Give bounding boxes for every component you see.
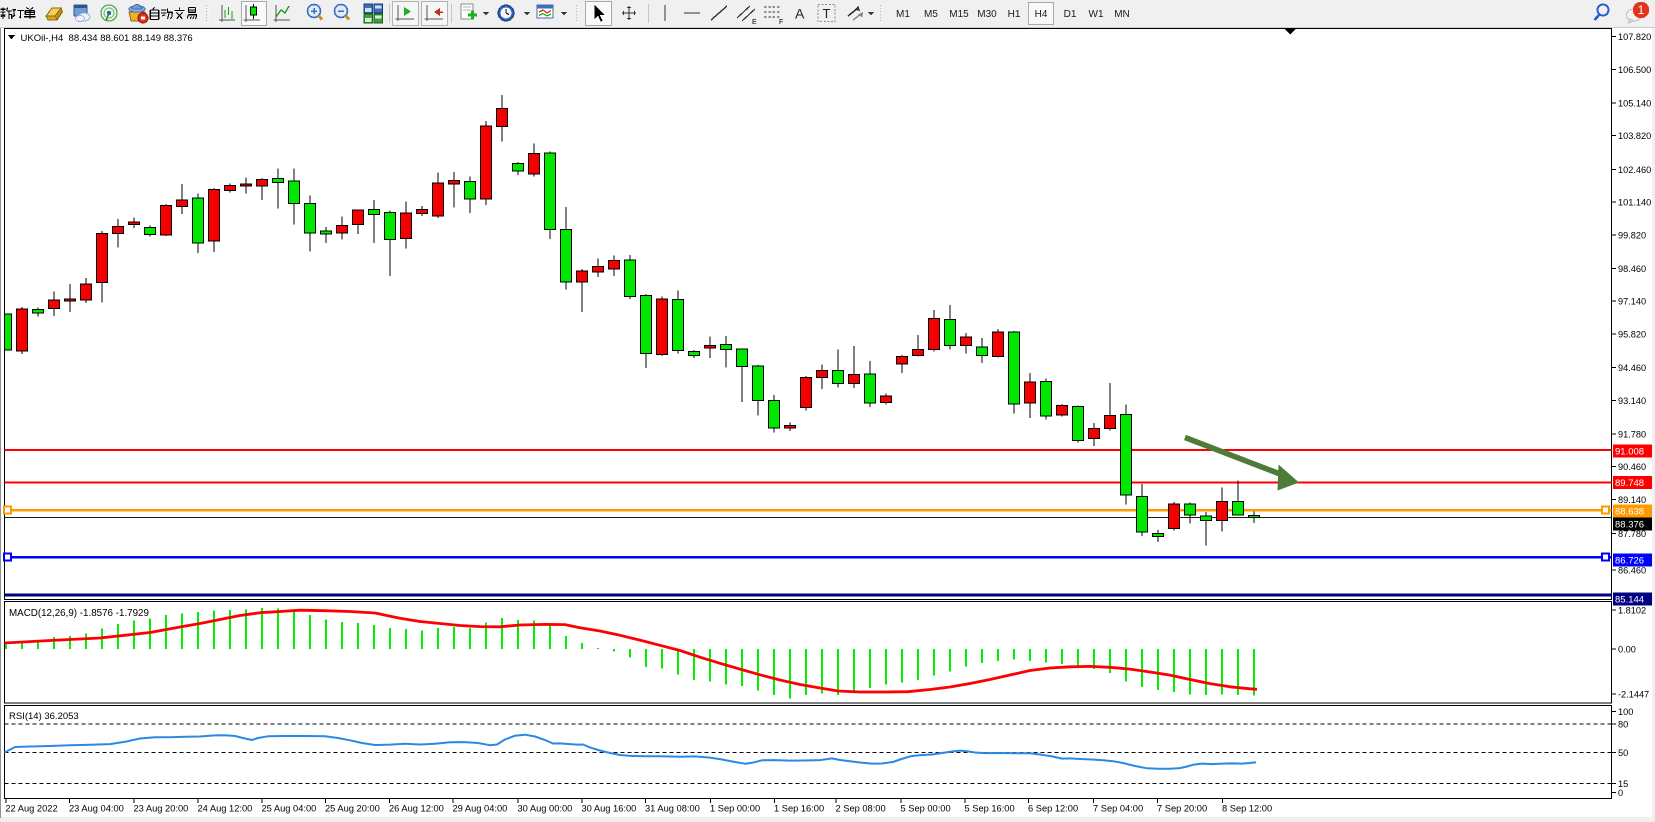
svg-text:25 Aug 04:00: 25 Aug 04:00 [262, 804, 317, 814]
svg-text:RSI(14) 36.2053: RSI(14) 36.2053 [9, 711, 79, 722]
svg-text:85.144: 85.144 [1615, 595, 1644, 606]
svg-text:0.00: 0.00 [1618, 645, 1636, 655]
svg-text:86.460: 86.460 [1618, 566, 1646, 576]
svg-text:99.820: 99.820 [1618, 230, 1646, 240]
svg-text:H1: H1 [1008, 9, 1021, 20]
svg-text:95.820: 95.820 [1618, 329, 1646, 339]
svg-text:A: A [795, 6, 805, 22]
svg-text:F: F [779, 19, 783, 26]
svg-text:25 Aug 20:00: 25 Aug 20:00 [325, 804, 380, 814]
svg-text:W1: W1 [1089, 9, 1104, 20]
svg-text:5 Sep 00:00: 5 Sep 00:00 [901, 804, 951, 814]
svg-text:MN: MN [1114, 9, 1130, 20]
svg-text:7 Sep 20:00: 7 Sep 20:00 [1157, 804, 1207, 814]
svg-text:D1: D1 [1064, 9, 1077, 20]
svg-text:87.780: 87.780 [1618, 529, 1646, 539]
svg-text:91.008: 91.008 [1615, 446, 1644, 457]
svg-text:1: 1 [1638, 3, 1645, 17]
svg-text:8 Sep 12:00: 8 Sep 12:00 [1222, 804, 1272, 814]
svg-text:1.8102: 1.8102 [1618, 606, 1646, 616]
svg-text:30 Aug 16:00: 30 Aug 16:00 [582, 804, 637, 814]
svg-text:H4: H4 [1035, 9, 1048, 20]
svg-text:M5: M5 [924, 9, 938, 20]
svg-text:100: 100 [1618, 707, 1633, 717]
svg-text:90.460: 90.460 [1618, 462, 1646, 472]
svg-text:22 Aug 2022: 22 Aug 2022 [5, 804, 57, 814]
svg-text:7 Sep 04:00: 7 Sep 04:00 [1093, 804, 1143, 814]
svg-text:103.820: 103.820 [1618, 131, 1651, 141]
svg-text:-2.1447: -2.1447 [1618, 690, 1649, 700]
svg-text:M1: M1 [896, 9, 910, 20]
svg-text:0: 0 [1618, 788, 1623, 798]
svg-text:T: T [823, 6, 831, 21]
svg-text:98.460: 98.460 [1618, 264, 1646, 274]
svg-text:24 Aug 12:00: 24 Aug 12:00 [198, 804, 253, 814]
svg-text:91.780: 91.780 [1618, 430, 1646, 440]
svg-text:6 Sep 12:00: 6 Sep 12:00 [1028, 804, 1078, 814]
svg-text:93.140: 93.140 [1618, 396, 1646, 406]
svg-text:94.460: 94.460 [1618, 363, 1646, 373]
svg-text:1 Sep 00:00: 1 Sep 00:00 [710, 804, 760, 814]
svg-text:M15: M15 [949, 9, 969, 20]
svg-text:1 Sep 16:00: 1 Sep 16:00 [774, 804, 824, 814]
svg-text:86.726: 86.726 [1615, 556, 1644, 567]
svg-text:88.638: 88.638 [1615, 507, 1644, 518]
svg-text:97.140: 97.140 [1618, 297, 1646, 307]
svg-text:80: 80 [1618, 720, 1628, 730]
svg-text:15: 15 [1618, 779, 1628, 789]
svg-text:5 Sep 16:00: 5 Sep 16:00 [965, 804, 1015, 814]
svg-text:101.140: 101.140 [1618, 198, 1651, 208]
svg-text:29 Aug 04:00: 29 Aug 04:00 [453, 804, 508, 814]
svg-text:2 Sep 08:00: 2 Sep 08:00 [836, 804, 886, 814]
svg-text:23 Aug 20:00: 23 Aug 20:00 [134, 804, 189, 814]
svg-text:89.140: 89.140 [1618, 495, 1646, 505]
svg-text:88.376: 88.376 [1615, 520, 1644, 531]
svg-text:89.748: 89.748 [1615, 478, 1644, 489]
svg-text:107.820: 107.820 [1618, 32, 1651, 42]
svg-text:106.500: 106.500 [1618, 65, 1651, 75]
svg-text:30 Aug 00:00: 30 Aug 00:00 [518, 804, 573, 814]
svg-text:50: 50 [1618, 748, 1628, 758]
svg-text:26 Aug 12:00: 26 Aug 12:00 [389, 804, 444, 814]
svg-text:UKOil-,H4 88.434 88.601 88.14: UKOil-,H4 88.434 88.601 88.149 88.376 [21, 33, 193, 44]
svg-text:E: E [752, 19, 757, 26]
svg-text:105.140: 105.140 [1618, 99, 1651, 109]
svg-text:M30: M30 [977, 9, 997, 20]
svg-text:31 Aug 08:00: 31 Aug 08:00 [645, 804, 700, 814]
svg-text:23 Aug 04:00: 23 Aug 04:00 [69, 804, 124, 814]
svg-text:MACD(12,26,9) -1.8576 -1.7929: MACD(12,26,9) -1.8576 -1.7929 [9, 608, 149, 619]
svg-text:102.460: 102.460 [1618, 165, 1651, 175]
